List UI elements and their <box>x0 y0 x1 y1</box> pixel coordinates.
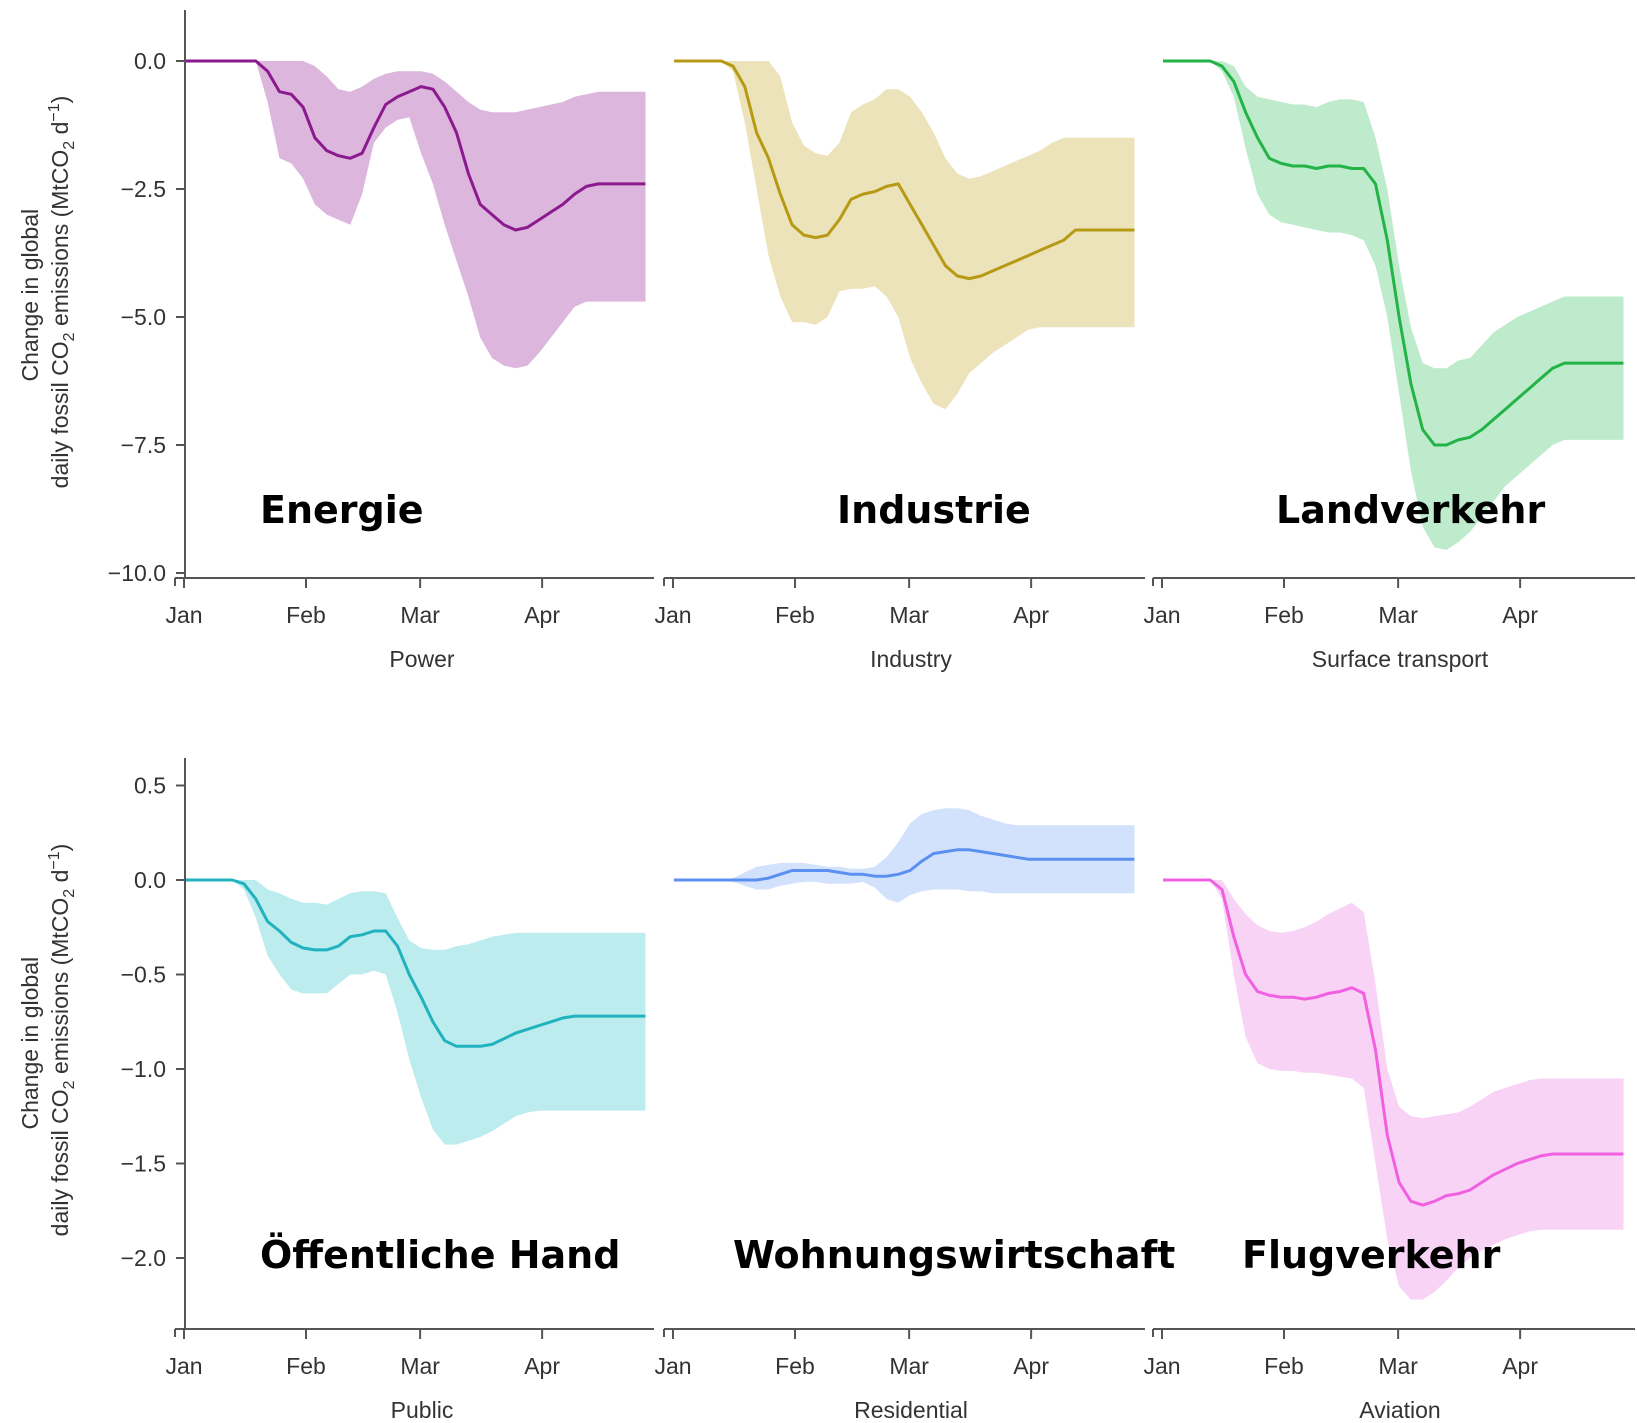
x-tick-label: Feb <box>1264 1353 1304 1379</box>
x-axis-label: Surface transport <box>1312 646 1489 672</box>
x-axis-label: Public <box>391 1397 454 1423</box>
y-tick-label: −1.0 <box>121 1056 166 1082</box>
x-axis-label: Aviation <box>1359 1397 1440 1423</box>
panel-public: Jan Feb Mar Apr Public 0.5 0.0 −0.5 −1.0 −1.5 −2.0… <box>121 758 654 1423</box>
x-tick-label: Feb <box>775 1353 815 1379</box>
mean-line <box>185 59 646 232</box>
y-tick-label: −1.5 <box>121 1151 166 1177</box>
x-tick-label: Apr <box>524 602 560 628</box>
y-tick-label: 0.0 <box>134 48 166 74</box>
panel-power: Jan Feb Mar Apr Power 0.0 −2.5 −5.0 −7.5 −10.0 Ene… <box>108 10 654 672</box>
y-tick-label: 0.5 <box>134 773 166 799</box>
sector-annotation: Öffentliche Hand <box>260 1233 620 1277</box>
x-tick-label: Feb <box>1264 602 1304 628</box>
panel-industry: Jan Feb Mar Apr Industry Industrie <box>654 59 1145 672</box>
uncertainty-band <box>185 61 646 369</box>
uncertainty-band <box>674 61 1135 410</box>
x-tick-label: Apr <box>1013 602 1049 628</box>
y-tick-label: −7.5 <box>121 432 166 458</box>
mean-line <box>674 848 1135 882</box>
x-tick-label: Mar <box>400 602 440 628</box>
mean-line <box>1163 878 1624 1207</box>
x-tick-label: Apr <box>1502 602 1538 628</box>
x-tick-label: Feb <box>286 602 326 628</box>
panel-aviation: Jan Feb Mar Apr Aviation Flugverkehr <box>1143 878 1635 1423</box>
x-tick-label: Jan <box>654 602 691 628</box>
x-tick-label: Feb <box>775 602 815 628</box>
sector-annotation: Energie <box>260 488 424 532</box>
mean-line <box>1163 59 1624 447</box>
y-tick-label: 0.0 <box>134 867 166 893</box>
uncertainty-band <box>1163 61 1624 550</box>
uncertainty-band <box>1163 880 1624 1300</box>
mean-line <box>674 59 1135 281</box>
x-tick-label: Mar <box>1378 602 1418 628</box>
x-tick-label: Mar <box>889 1353 929 1379</box>
uncertainty-band <box>674 808 1135 903</box>
x-axis-label: Residential <box>854 1397 968 1423</box>
sector-annotation: Landverkehr <box>1276 488 1545 532</box>
x-tick-label: Apr <box>1502 1353 1538 1379</box>
sector-annotation: Industrie <box>837 488 1031 532</box>
x-tick-label: Feb <box>286 1353 326 1379</box>
sector-annotation: Wohnungswirtschaft <box>733 1233 1175 1277</box>
panel-residential: Jan Feb Mar Apr Residential Wohnungswirtschaf… <box>654 808 1175 1423</box>
y-axis-label-bottom: Change in global daily fossil CO2 emissi… <box>17 844 78 1237</box>
x-tick-label: Mar <box>889 602 929 628</box>
x-tick-label: Jan <box>654 1353 691 1379</box>
y-tick-label: −2.0 <box>121 1245 166 1271</box>
mean-line <box>185 878 646 1048</box>
y-tick-label: −5.0 <box>121 304 166 330</box>
y-tick-label: −10.0 <box>108 560 166 586</box>
x-tick-label: Jan <box>165 602 202 628</box>
x-tick-label: Jan <box>1143 602 1180 628</box>
panel-surface-transport: Jan Feb Mar Apr Surface transport Landverkehr <box>1143 59 1635 672</box>
x-tick-label: Jan <box>1143 1353 1180 1379</box>
uncertainty-band <box>185 880 646 1145</box>
x-tick-label: Mar <box>400 1353 440 1379</box>
y-tick-label: −0.5 <box>121 962 166 988</box>
x-tick-label: Mar <box>1378 1353 1418 1379</box>
sector-annotation: Flugverkehr <box>1242 1233 1501 1277</box>
x-axis-label: Industry <box>870 646 952 672</box>
y-axis-label-top: Change in global daily fossil CO2 emissi… <box>17 96 78 489</box>
x-tick-label: Jan <box>165 1353 202 1379</box>
y-tick-label: −2.5 <box>121 176 166 202</box>
x-axis-label: Power <box>389 646 455 672</box>
x-tick-label: Apr <box>1013 1353 1049 1379</box>
x-tick-label: Apr <box>524 1353 560 1379</box>
